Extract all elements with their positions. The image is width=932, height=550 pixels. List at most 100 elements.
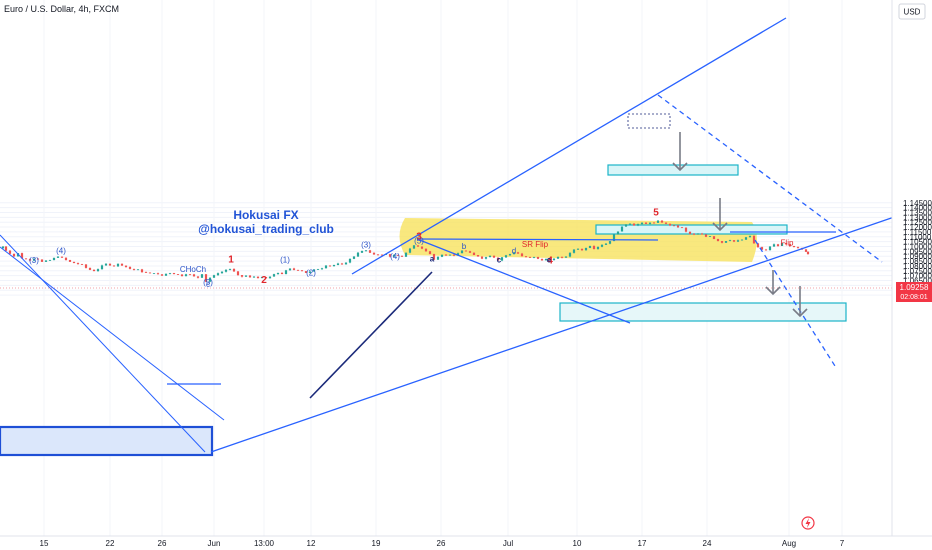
- time-axis-ticks: 15 22 26 Jun 13:00 12 19 26 Jul 10 17 24 Aug 7: [40, 539, 845, 548]
- candle-body: [236, 271, 240, 276]
- time-tick-label: 13:00: [254, 539, 275, 548]
- candle-body: [584, 247, 588, 251]
- candle-body: [416, 245, 420, 247]
- candle-body: [308, 271, 312, 273]
- candle-body: [40, 259, 44, 262]
- wave-label: (4): [390, 252, 400, 261]
- candle-body: [604, 243, 608, 245]
- candle-body: [740, 239, 744, 241]
- top-marker-box: [627, 113, 671, 129]
- wave-label: d: [512, 246, 516, 255]
- time-axis[interactable]: [0, 536, 932, 550]
- candle-body: [696, 233, 700, 235]
- price-tick-label: 1.09500: [903, 247, 932, 256]
- candle-body: [180, 274, 184, 277]
- candle-body: [496, 257, 500, 261]
- candle-body: [780, 243, 784, 246]
- candle-body: [244, 275, 248, 277]
- candle-body: [636, 224, 640, 226]
- price-tick-label: 1.13000: [903, 213, 932, 222]
- wave-label: 1: [228, 255, 234, 266]
- candle-body: [440, 254, 444, 257]
- candle-body: [564, 256, 568, 258]
- price-tick-label: 1.10500: [903, 238, 932, 247]
- wave-label: (4): [56, 246, 66, 255]
- candle-body: [796, 247, 800, 249]
- candle-body: [264, 277, 268, 279]
- wave-label: 2: [261, 275, 267, 286]
- price-tick-label: 1.14000: [903, 204, 932, 213]
- candle-body: [484, 257, 488, 259]
- candle-body: [728, 240, 732, 242]
- sr-flip-line: [416, 238, 659, 241]
- candle-body: [212, 275, 216, 278]
- candle-body: [144, 272, 148, 273]
- candle-body: [52, 257, 56, 261]
- candle-body: [96, 269, 100, 272]
- candle-body: [404, 252, 408, 257]
- candle-body: [132, 268, 136, 270]
- price-tick-label: 1.07000: [903, 272, 932, 281]
- candle-body: [460, 250, 464, 254]
- lightning-icon[interactable]: [801, 516, 815, 530]
- candle-body: [556, 256, 560, 259]
- candle-body: [364, 250, 368, 252]
- candle-body: [764, 249, 768, 251]
- candle-body: [628, 223, 632, 225]
- drawing-zones: [0, 164, 892, 457]
- candle-body: [712, 236, 716, 240]
- down-arrow-2-head: [712, 222, 728, 232]
- candle-body: [136, 269, 140, 271]
- candle-body: [488, 255, 492, 258]
- candle-body: [660, 220, 664, 223]
- candle-body: [408, 248, 412, 253]
- candle-body: [732, 240, 736, 242]
- symbol-header[interactable]: Euro / U.S. Dollar, 4h, FXCM: [4, 4, 119, 14]
- down-channel-lower: [0, 234, 206, 453]
- currency-badge[interactable]: USD: [898, 3, 926, 20]
- supply-zone: [607, 164, 739, 176]
- candle-body: [400, 255, 404, 257]
- candle-body: [620, 226, 624, 232]
- candle-body: [4, 246, 8, 251]
- candle-body: [736, 240, 740, 242]
- candle-body: [76, 263, 80, 265]
- candle-body: [196, 276, 200, 278]
- candle-body: [788, 244, 792, 247]
- candle-body: [432, 254, 436, 260]
- candle-body: [600, 244, 604, 247]
- candle-body: [568, 252, 572, 257]
- candle-body: [472, 252, 476, 256]
- candle-body: [36, 258, 40, 260]
- candle-body: [300, 270, 304, 272]
- candle-body: [680, 227, 684, 229]
- wave-label: CHoCh: [180, 265, 206, 274]
- candle-body: [412, 245, 416, 249]
- candle-body: [724, 241, 728, 243]
- candle-body: [148, 272, 152, 274]
- candle-body: [806, 251, 810, 255]
- candle-body: [444, 254, 448, 256]
- candle-body: [428, 251, 432, 255]
- candle-body: [500, 257, 504, 261]
- candle-body: [24, 258, 28, 260]
- candle-body: [316, 269, 320, 270]
- candle-body: [544, 258, 548, 261]
- candle-body: [176, 274, 180, 275]
- candle-body: [588, 246, 592, 248]
- candle-body: [204, 274, 208, 282]
- candle-body: [268, 276, 272, 279]
- candle-body: [12, 253, 16, 257]
- candle-body: [772, 244, 776, 247]
- candle-body: [692, 233, 696, 235]
- candle-body: [280, 272, 284, 275]
- candle-body: [20, 253, 24, 259]
- currency-label: USD: [904, 8, 921, 17]
- price-tick-label: 1.07500: [903, 267, 932, 276]
- price-axis[interactable]: [892, 0, 932, 536]
- candle-body: [360, 251, 364, 253]
- candle-body: [336, 263, 340, 265]
- candle-body: [452, 254, 456, 256]
